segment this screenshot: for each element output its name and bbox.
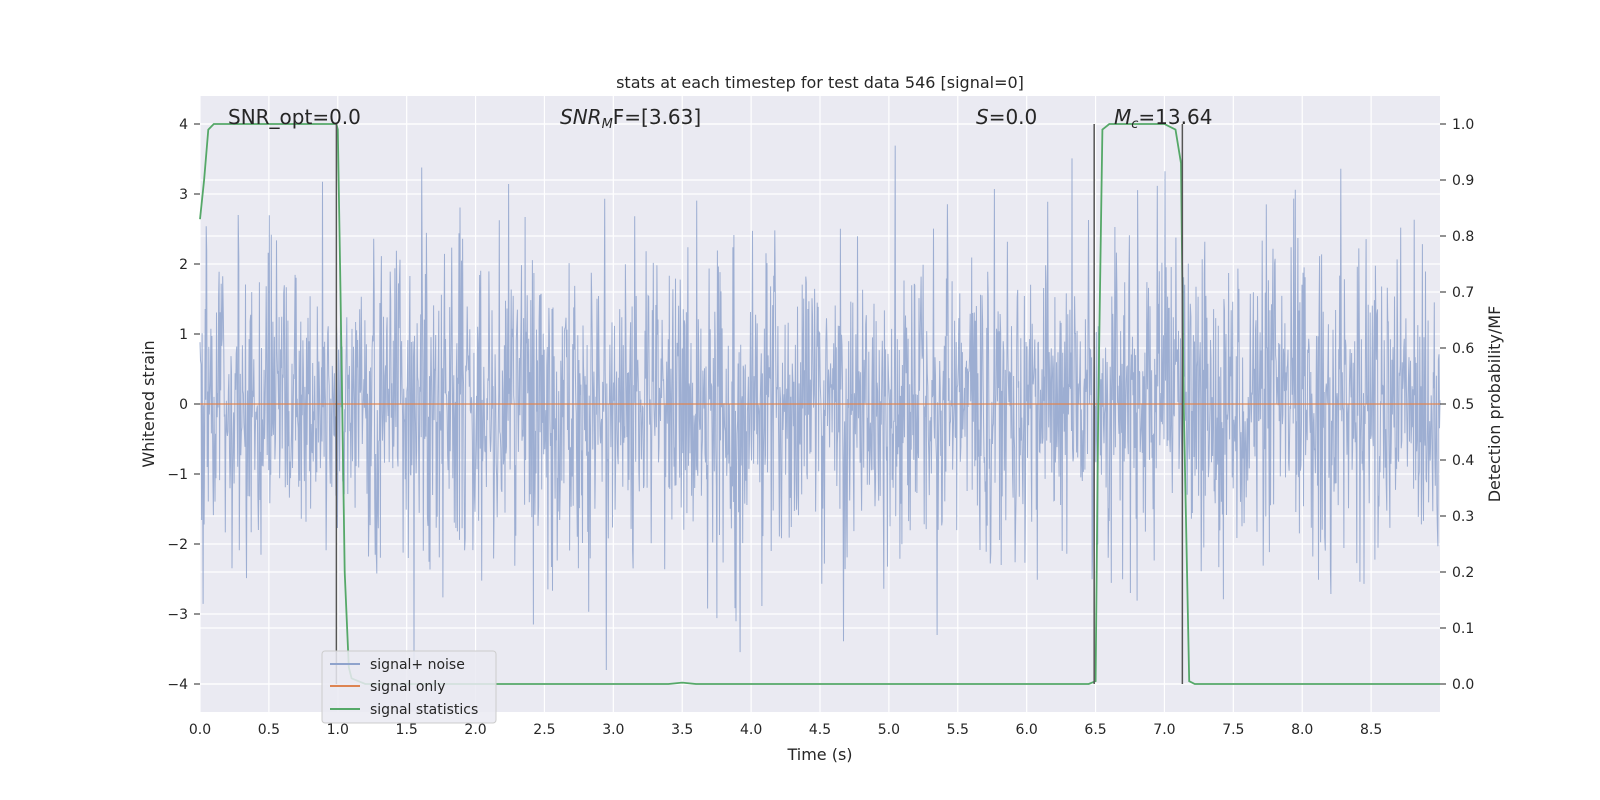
x-tick-label: 7.0	[1153, 722, 1175, 738]
x-tick-label: 1.5	[396, 722, 418, 738]
signal-statistics-series	[199, 123, 1440, 685]
x-tick-label: 6.0	[1016, 722, 1038, 738]
y2-axis-ticks: 0.0 0.1 0.2 0.3 0.4 0.5 0.6 0.7 0.8 0.9 1.0	[1440, 117, 1474, 693]
x-tick-label: 4.0	[740, 722, 762, 738]
x-tick-label: 6.5	[1084, 722, 1106, 738]
y-tick-label: −4	[167, 677, 188, 693]
y2-tick-label: 0.8	[1452, 229, 1474, 245]
y2-axis-label: Detection probability/MF	[1485, 306, 1504, 503]
x-tick-label: 8.5	[1360, 722, 1382, 738]
annotation-snr-opt: SNR_opt=0.0	[228, 105, 361, 129]
annotation-s: S=0.0	[976, 105, 1037, 129]
annotation-mc-sub: c	[1131, 117, 1138, 132]
x-tick-label: 0.0	[189, 722, 211, 738]
annotation-s-rest: =0.0	[989, 105, 1038, 129]
y-tick-label: 0	[179, 397, 188, 413]
y-tick-label: −1	[167, 467, 188, 483]
annotation-snr-mf-main: SNR	[560, 105, 602, 129]
x-tick-label: 4.5	[809, 722, 831, 738]
noise-line	[199, 145, 1441, 671]
legend-box	[321, 650, 497, 724]
y2-tick-label: 0.5	[1452, 397, 1474, 413]
y2-tick-label: 0.2	[1452, 565, 1474, 581]
annotation-snr-mf-rest: F=[3.63]	[613, 105, 701, 129]
y2-tick-label: 0.0	[1452, 677, 1474, 693]
signal-statistics-line	[199, 123, 1440, 685]
y2-tick-label: 0.6	[1452, 341, 1474, 357]
chart-title: stats at each timestep for test data 546…	[616, 73, 1024, 92]
x-tick-label: 8.0	[1291, 722, 1313, 738]
y2-tick-label: 0.4	[1452, 453, 1474, 469]
y-tick-label: 1	[179, 327, 188, 343]
legend-label-signal-only: signal only	[370, 679, 445, 695]
annotation-mc-rest: =13.64	[1138, 105, 1212, 129]
y-tick-label: −3	[167, 607, 188, 623]
x-tick-label: 0.5	[258, 722, 280, 738]
legend-label-statistics: signal statistics	[370, 702, 478, 718]
y2-tick-label: 0.9	[1452, 173, 1474, 189]
y2-tick-label: 0.7	[1452, 285, 1474, 301]
y-tick-label: 3	[179, 187, 188, 203]
y2-tick-label: 1.0	[1452, 117, 1474, 133]
x-axis-ticks: 0.0 0.5 1.0 1.5 2.0 2.5 3.0 3.5 4.0 4.5 5.0 5.5 6.0 6…	[189, 722, 1382, 738]
x-axis-label: Time (s)	[786, 745, 852, 764]
y-tick-label: −2	[167, 537, 188, 553]
signal-noise-series	[199, 145, 1441, 671]
y-axis-label: Whitened strain	[139, 340, 158, 467]
annotation-snr-mf-sub: M	[602, 117, 613, 132]
annotation-mc-main: M	[1114, 105, 1131, 129]
x-tick-label: 2.5	[533, 722, 555, 738]
y2-tick-label: 0.3	[1452, 509, 1474, 525]
x-tick-label: 7.5	[1222, 722, 1244, 738]
x-tick-label: 2.0	[464, 722, 486, 738]
x-tick-label: 5.5	[947, 722, 969, 738]
x-tick-label: 1.0	[327, 722, 349, 738]
y2-tick-label: 0.1	[1452, 621, 1474, 637]
vertical-markers	[335, 124, 1184, 684]
x-tick-label: 3.0	[602, 722, 624, 738]
legend-label-noise: signal+ noise	[370, 657, 465, 673]
x-tick-label: 5.0	[878, 722, 900, 738]
annotation-mc: Mc=13.64	[1114, 105, 1212, 132]
y-tick-label: 2	[179, 257, 188, 273]
annotation-snr-mf: SNRMF=[3.63]	[560, 105, 701, 132]
y-tick-label: 4	[179, 117, 188, 133]
x-tick-label: 3.5	[671, 722, 693, 738]
y-axis-ticks: −4 −3 −2 −1 0 1 2 3 4	[167, 117, 200, 693]
legend: signal+ noise signal only signal statist…	[321, 650, 497, 724]
annotation-s-main: S	[976, 105, 989, 129]
